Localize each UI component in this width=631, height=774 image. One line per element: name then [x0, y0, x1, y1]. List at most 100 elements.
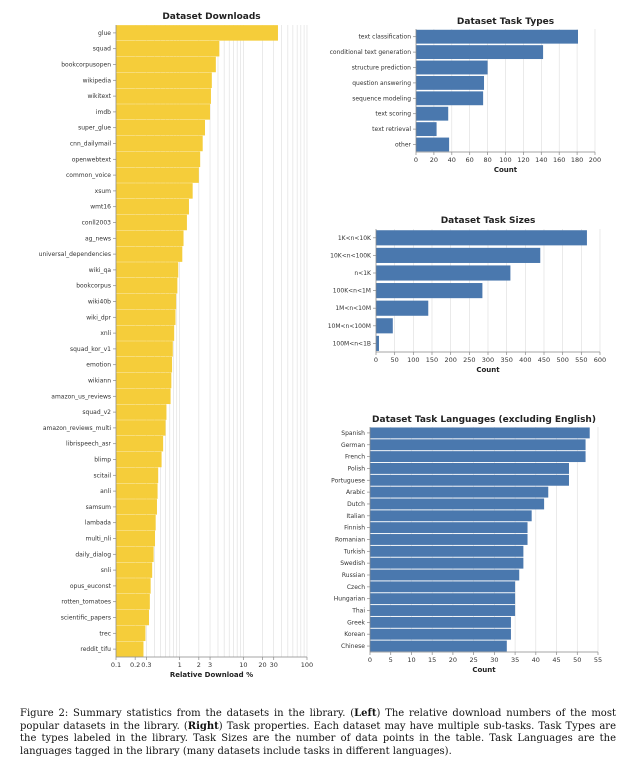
downloads-category-label: super_glue [78, 125, 111, 132]
downloads-bar [116, 325, 175, 341]
task_languages-category-label: Chinese [341, 643, 365, 650]
downloads-bar [116, 119, 206, 136]
task_languages-category-label: Dutch [347, 501, 365, 508]
downloads-bar [116, 246, 183, 262]
downloads-category-label: openwebtext [72, 156, 112, 163]
task_languages-bar [370, 569, 520, 581]
downloads-bar [116, 56, 216, 73]
downloads-bar [116, 514, 156, 531]
task_sizes-x-tick-label: 200 [444, 356, 456, 364]
downloads-category-label: bookcorpusopen [61, 62, 111, 69]
task_types-category-label: question answering [352, 80, 411, 87]
task_languages-category-label: Russian [342, 572, 365, 579]
downloads-category-label: common_voice [66, 172, 111, 179]
task_languages-title: Dataset Task Languages (excluding Englis… [372, 415, 596, 425]
task_sizes-x-tick-label: 600 [594, 356, 606, 364]
downloads-category-label: ag_news [85, 235, 111, 242]
downloads-x-tick-label: 2 [197, 661, 201, 669]
figure-charts: glue squad bookcorpusopen wikipedia wikitext… [39, 12, 607, 679]
downloads-bar [116, 167, 199, 183]
task_sizes-x-tick-label: 550 [575, 356, 587, 364]
task_types-x-tick-label: 80 [483, 156, 491, 164]
downloads-bar [116, 104, 211, 120]
task_languages-bar [370, 593, 516, 605]
downloads-bar [116, 183, 193, 199]
task_languages-x-tick-label: 0 [368, 656, 372, 664]
task_languages-category-label: Czech [347, 584, 365, 591]
downloads-x-tick-label: 10 [239, 661, 247, 669]
task_sizes-bar [376, 247, 541, 263]
downloads-category-label: xnli [100, 330, 111, 337]
task_types-x-tick-label: 120 [517, 156, 529, 164]
downloads-category-label: wmt16 [90, 204, 111, 211]
downloads-bar [116, 372, 172, 389]
task_types-chart: text classification conditional text gene… [330, 17, 602, 174]
downloads-bar [116, 230, 184, 247]
downloads-category-label: glue [98, 30, 111, 37]
downloads-category-label: anli [100, 488, 111, 495]
task_sizes-x-tick-label: 150 [426, 356, 438, 364]
task_types-bar [416, 29, 578, 44]
task_languages-category-label: Romanian [335, 536, 365, 543]
caption-right-label: Right [187, 720, 219, 732]
task_types-category-label: text classification [358, 34, 411, 41]
downloads-category-label: multi_nli [86, 536, 112, 543]
task_languages-bar [370, 462, 569, 474]
figure-caption: Figure 2: Summary statistics from the da… [20, 708, 616, 758]
downloads-category-label: emotion [86, 362, 111, 369]
downloads-category-label: wikiann [88, 378, 111, 385]
downloads-bar [116, 578, 151, 594]
downloads-bar [116, 25, 278, 41]
downloads-bar [116, 293, 177, 310]
downloads-category-label: wiki_dpr [86, 314, 111, 321]
task_languages-x-tick-label: 30 [490, 656, 498, 664]
task_sizes-bar [376, 300, 429, 316]
downloads-bar [116, 72, 212, 89]
task_languages-bar [370, 486, 549, 498]
downloads-bar [116, 356, 173, 373]
downloads-category-label: rotten_tomatoes [61, 599, 111, 606]
downloads-bar [116, 641, 144, 657]
downloads-bar [116, 530, 156, 547]
task_types-x-tick-label: 100 [499, 156, 511, 164]
task_languages-bar [370, 451, 586, 463]
task_sizes-x-tick-label: 250 [463, 356, 475, 364]
task_types-category-label: conditional text generation [330, 49, 412, 56]
downloads-category-label: xsum [95, 188, 111, 195]
task_sizes-category-label: 100K<n<1M [333, 288, 371, 295]
downloads-bar [116, 467, 159, 484]
task_sizes-category-label: 100M<n<1B [333, 340, 371, 347]
downloads-category-label: librispeech_asr [66, 441, 111, 448]
downloads-x-tick-label: 30 [270, 661, 278, 669]
downloads-category-label: conll2003 [82, 220, 112, 227]
task_languages-category-label: Portuguese [331, 477, 365, 484]
caption-left-label: Left [354, 708, 377, 719]
task_languages-category-label: Italian [346, 513, 365, 520]
task_sizes-category-label: 10K<n<100K [330, 252, 372, 259]
task_languages-x-tick-label: 50 [573, 656, 581, 664]
downloads-category-label: samsum [86, 504, 112, 511]
task_types-bar [416, 106, 449, 121]
downloads-category-label: snli [101, 567, 112, 574]
task_types-category-label: structure prediction [352, 65, 411, 72]
task_languages-bar [370, 534, 528, 545]
task_types-x-tick-label: 140 [535, 156, 547, 164]
downloads-bar [116, 562, 153, 578]
task_languages-bar [370, 605, 516, 616]
task_sizes-x-tick-label: 400 [519, 356, 531, 364]
task_sizes-title: Dataset Task Sizes [441, 216, 536, 226]
task_languages-category-label: Turkish [343, 548, 365, 555]
task_types-category-label: text retrieval [372, 126, 411, 133]
downloads-category-label: wikipedia [83, 77, 112, 84]
task_languages-category-label: Thai [351, 608, 365, 615]
task_sizes-x-tick-label: 450 [538, 356, 550, 364]
downloads-bar [116, 499, 157, 515]
task_languages-category-label: Korean [344, 631, 365, 638]
task_types-x-tick-label: 180 [571, 156, 583, 164]
task_languages-x-tick-label: 10 [407, 656, 415, 664]
downloads-bar [116, 40, 220, 57]
downloads-bar [116, 151, 201, 168]
task_sizes-x-tick-label: 0 [374, 356, 378, 364]
task_sizes-category-label: 1M<n<10M [335, 305, 371, 312]
downloads-bar [116, 135, 203, 152]
